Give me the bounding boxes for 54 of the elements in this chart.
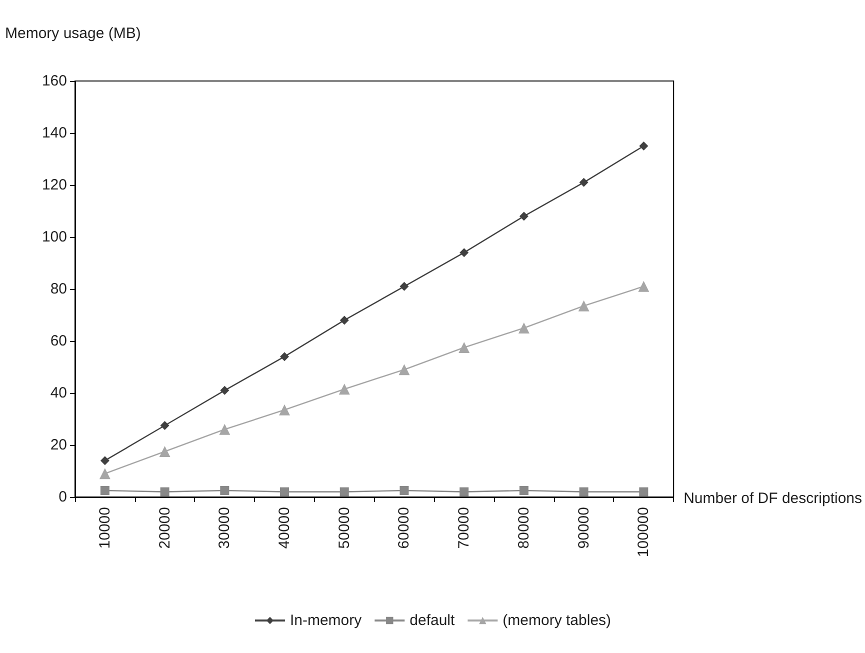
x-tick-label: 50000 <box>336 507 353 549</box>
point <box>219 424 230 435</box>
y-tick-label: 100 <box>42 228 67 246</box>
x-tick-label: 10000 <box>96 507 114 549</box>
x-tick-label: 70000 <box>456 507 473 549</box>
point <box>458 342 470 353</box>
point <box>639 142 648 150</box>
point <box>398 364 410 376</box>
point <box>578 300 590 312</box>
point <box>280 487 290 496</box>
point <box>639 487 648 496</box>
point <box>518 322 530 334</box>
point <box>220 486 230 495</box>
point <box>340 316 349 325</box>
point <box>340 487 349 496</box>
legend-label: (memory tables) <box>502 612 612 629</box>
point <box>159 446 170 457</box>
x-tick-label: 30000 <box>216 507 234 549</box>
x-tick-label: 100000 <box>635 507 652 558</box>
y-tick-label: 140 <box>42 124 67 142</box>
point <box>460 248 469 258</box>
point <box>400 486 409 495</box>
point <box>519 486 528 495</box>
y-tick-label: 120 <box>42 176 67 194</box>
legend-label: In-memory <box>290 612 362 629</box>
y-tick-label: 20 <box>50 436 67 454</box>
point <box>160 487 170 496</box>
y-tick-label: 40 <box>50 384 67 402</box>
point <box>280 352 290 362</box>
x-tick-label: 60000 <box>396 507 413 549</box>
y-tick-label: 60 <box>50 332 67 350</box>
point <box>160 421 170 430</box>
x-tick-label: 90000 <box>575 507 592 549</box>
x-tick-label: 20000 <box>156 507 174 549</box>
y-tick-label: 0 <box>58 488 67 506</box>
point <box>100 486 110 495</box>
legend-label: default <box>410 612 456 629</box>
y-tick-label: 80 <box>50 280 67 298</box>
y-axis-title: Memory usage (MB) <box>5 25 141 42</box>
point <box>99 468 110 480</box>
point <box>519 212 528 221</box>
point <box>638 280 650 292</box>
point <box>579 178 588 187</box>
x-axis-title: Number of DF descriptions <box>684 490 862 507</box>
point <box>400 282 409 291</box>
point <box>100 456 110 466</box>
x-tick-label: 80000 <box>515 507 532 549</box>
point <box>279 404 290 416</box>
point <box>220 386 230 395</box>
y-tick-label: 160 <box>42 72 67 90</box>
point <box>460 487 469 496</box>
point <box>338 384 350 395</box>
point <box>579 487 588 496</box>
x-tick-label: 40000 <box>276 507 294 549</box>
